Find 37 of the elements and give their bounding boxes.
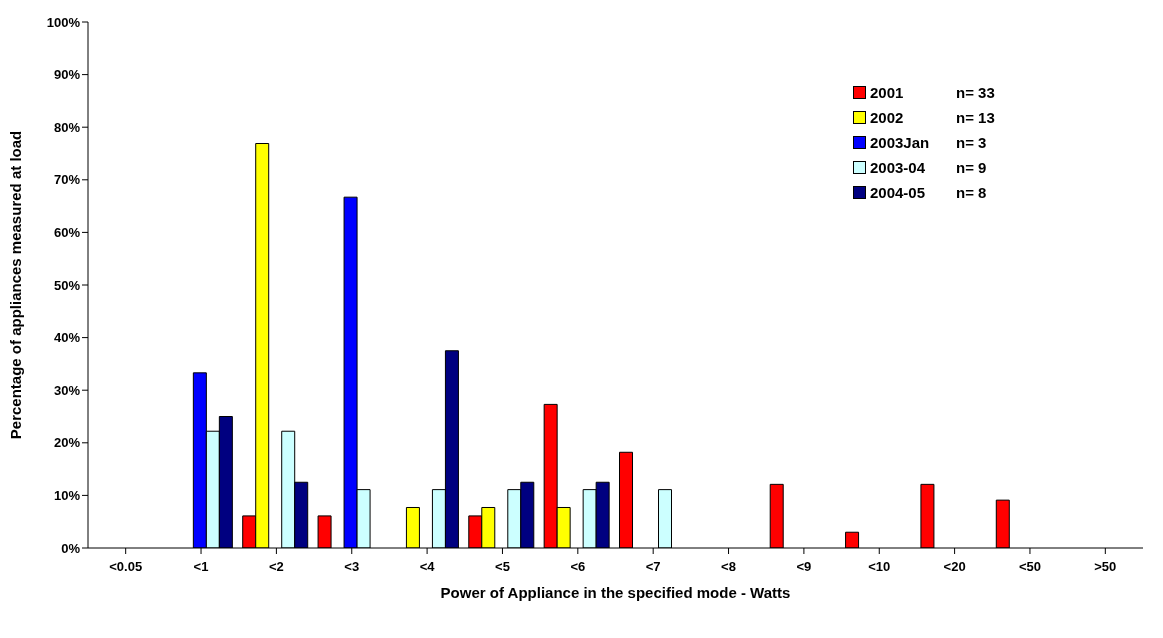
y-tick-label: 90%: [53, 67, 81, 83]
x-tick-label: <9: [796, 559, 812, 575]
y-tick-label: 10%: [53, 488, 81, 504]
x-tick-label: <1: [193, 559, 209, 575]
y-tick-label: 80%: [53, 119, 81, 135]
x-tick-label: <6: [570, 559, 586, 575]
legend-label: 2001: [870, 84, 905, 101]
x-tick-label: <20: [943, 559, 966, 575]
y-tick-label: 100%: [46, 14, 81, 30]
legend-label: 2002: [870, 109, 905, 126]
y-tick-label: 60%: [53, 225, 81, 241]
annotation: n= 9: [956, 159, 987, 176]
annotation: n= 3: [956, 134, 987, 151]
x-tick-label: >50: [1094, 559, 1117, 575]
legend-label: 2003Jan: [870, 134, 931, 151]
x-tick-label: <50: [1018, 559, 1041, 575]
x-tick-label: <8: [721, 559, 736, 575]
y-tick-label: 50%: [53, 277, 81, 293]
annotation: n= 33: [956, 84, 995, 101]
x-tick-label: <2: [268, 559, 284, 575]
y-tick-label: 70%: [53, 172, 81, 188]
x-tick-label: <7: [645, 559, 661, 575]
y-tick-label: 0%: [61, 540, 81, 556]
x-tick-label: <3: [344, 559, 360, 575]
annotation: n= 8: [956, 184, 987, 201]
y-tick-label: 30%: [53, 382, 81, 398]
x-axis-title: Power of Appliance in the specified mode - Watts: [440, 584, 791, 601]
x-tick-label: <0.05: [109, 559, 143, 575]
y-tick-label: 40%: [53, 330, 81, 346]
y-tick-label: 20%: [53, 435, 81, 451]
y-axis-title: Percentage of appliances measured at load: [7, 130, 25, 440]
legend-label: 2004-05: [870, 184, 927, 201]
x-tick-label: <5: [495, 559, 510, 575]
annotation: n= 13: [956, 109, 995, 126]
x-tick-label: <4: [419, 559, 436, 575]
x-tick-label: <10: [868, 559, 891, 575]
legend-label: 2003-04: [870, 159, 927, 176]
